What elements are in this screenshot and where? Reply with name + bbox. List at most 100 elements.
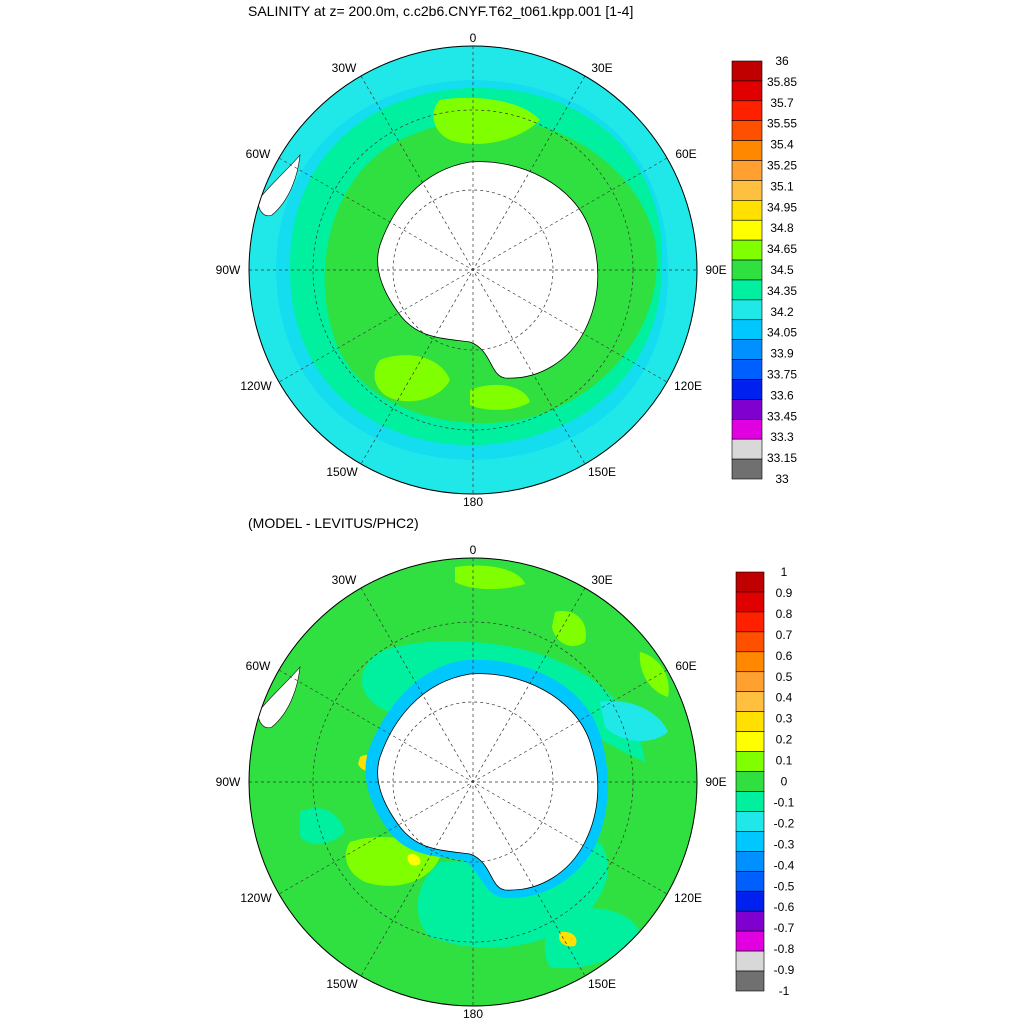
colorbar-label: 35.85	[767, 75, 797, 89]
colorbar-label: 0.2	[776, 733, 793, 747]
colorbar-swatch	[731, 458, 763, 480]
colorbar-swatch	[735, 950, 765, 972]
colorbar-label: 34.95	[767, 200, 797, 214]
colorbar-label: 0.4	[776, 691, 793, 705]
colorbar-swatch	[735, 890, 765, 912]
colorbar-label: 33.75	[767, 368, 797, 382]
lon-label-60e: 60E	[675, 659, 696, 673]
colorbar-label: -0.7	[774, 921, 795, 935]
colorbar-label: -0.5	[774, 879, 795, 893]
colorbar-swatch	[731, 60, 763, 82]
graticule	[249, 558, 697, 1006]
colorbar-swatch	[731, 219, 763, 241]
lon-label-60w: 60W	[246, 659, 271, 673]
colorbar-label: 34.35	[767, 284, 797, 298]
colorbar-swatch	[735, 851, 765, 872]
colorbar-swatch	[735, 631, 765, 653]
map-boundary	[248, 45, 698, 495]
map-title-bottom: (MODEL - LEVITUS/PHC2)	[248, 515, 419, 531]
colorbar-swatch	[735, 731, 765, 752]
lon-label-150w: 150W	[326, 977, 358, 991]
colorbar-swatch	[731, 319, 763, 340]
lon-label-180: 180	[463, 1007, 483, 1021]
colorbar-swatch	[731, 100, 763, 122]
colorbar-swatch	[731, 259, 763, 281]
colorbar-swatch	[735, 930, 765, 952]
colorbar-swatch	[735, 831, 765, 852]
colorbar-label: 34.2	[770, 305, 794, 319]
colorbar-label: 35.55	[767, 117, 797, 131]
colorbar-label: 0	[781, 775, 788, 789]
lon-label-90e: 90E	[705, 775, 726, 789]
colorbar-label: -0.3	[774, 837, 795, 851]
colorbar-swatch	[735, 771, 765, 792]
colorbar-label: -0.6	[774, 900, 795, 914]
colorbar-swatch	[735, 791, 765, 812]
colorbar-label: 0.7	[776, 628, 793, 642]
colorbar-top: 36 35.85 35.7 35.55 35.4 35.25 35.1 34.95 34.8 34…	[731, 54, 797, 486]
lon-label-0: 0	[470, 31, 477, 45]
colorbar-swatch	[735, 591, 765, 613]
colorbar-swatch	[731, 80, 763, 102]
colorbar-label: 35.7	[770, 96, 794, 110]
lon-label-120w: 120W	[240, 379, 272, 393]
colorbar-label: 34.65	[767, 242, 797, 256]
colorbar-label: 0.5	[776, 670, 793, 684]
salinity-field	[249, 46, 697, 494]
colorbar-swatch	[731, 379, 763, 400]
colorbar-swatch	[731, 438, 763, 460]
colorbar-swatch	[735, 751, 765, 772]
colorbar-swatch	[731, 180, 763, 201]
colorbar-label: -0.9	[774, 963, 795, 977]
colorbar-swatch	[735, 671, 765, 693]
colorbar-label: 36	[775, 54, 789, 68]
lon-label-0: 0	[470, 543, 477, 557]
colorbar-label: 34.5	[770, 263, 794, 277]
colorbar-swatch	[735, 651, 765, 673]
lon-label-60e: 60E	[675, 147, 696, 161]
colorbar-swatch	[731, 200, 763, 221]
colorbar-label: 0.9	[776, 586, 793, 600]
graticule	[249, 46, 697, 494]
longitude-labels: 0 30E 60E 90E 120E 150E 180 150W 120W 90…	[216, 543, 727, 1021]
colorbar-label: 33	[775, 472, 789, 486]
salinity-map-panel: 0 30E 60E 90E 120E 150E 180 150W 120W 90…	[0, 0, 1024, 512]
colorbar-label: 33.15	[767, 451, 797, 465]
colorbar-swatch	[735, 711, 765, 732]
colorbar-swatch	[735, 970, 765, 992]
colorbar-label: -0.1	[774, 795, 795, 809]
colorbar-swatch	[731, 339, 763, 360]
colorbar-label: 33.6	[770, 388, 794, 402]
map-title-top: SALINITY at z= 200.0m, c.c2b6.CNYF.T62_t…	[248, 3, 634, 19]
colorbar-label: 0.1	[776, 754, 793, 768]
colorbar-swatch	[731, 299, 763, 321]
lon-label-180: 180	[463, 495, 483, 509]
colorbar-label: -1	[779, 984, 790, 998]
lon-label-30e: 30E	[591, 61, 612, 75]
colorbar-label: 0.6	[776, 649, 793, 663]
colorbar-label: 33.9	[770, 347, 794, 361]
colorbar-label: 33.45	[767, 409, 797, 423]
colorbar-swatch	[731, 140, 763, 161]
colorbar-swatch	[731, 160, 763, 181]
colorbar-swatch	[735, 571, 765, 593]
lon-label-150w: 150W	[326, 465, 358, 479]
colorbar-label: 34.05	[767, 326, 797, 340]
salinity-map-svg: 0 30E 60E 90E 120E 150E 180 150W 120W 90…	[216, 31, 798, 509]
colorbar-swatch	[731, 359, 763, 380]
lon-label-30w: 30W	[332, 61, 357, 75]
anomaly-map-svg: 0 30E 60E 90E 120E 150E 180 150W 120W 90…	[216, 543, 795, 1021]
colorbar-label: 1	[781, 565, 788, 579]
lon-label-120w: 120W	[240, 891, 272, 905]
colorbar-swatch	[735, 811, 765, 832]
colorbar-label: 0.8	[776, 607, 793, 621]
colorbar-label: -0.8	[774, 942, 795, 956]
colorbar-swatch	[735, 611, 765, 633]
anomaly-map-panel: 0 30E 60E 90E 120E 150E 180 150W 120W 90…	[0, 512, 1024, 1024]
lon-label-150e: 150E	[588, 977, 616, 991]
lon-label-90w: 90W	[216, 263, 241, 277]
lon-label-90e: 90E	[705, 263, 726, 277]
colorbar-bottom: 1 0.9 0.8 0.7 0.6 0.5 0.4 0.3 0.2 0.1 0 -0.1 -0.2 -0.…	[735, 565, 795, 998]
colorbar-label: -0.2	[774, 816, 795, 830]
colorbar-swatch	[731, 399, 763, 420]
